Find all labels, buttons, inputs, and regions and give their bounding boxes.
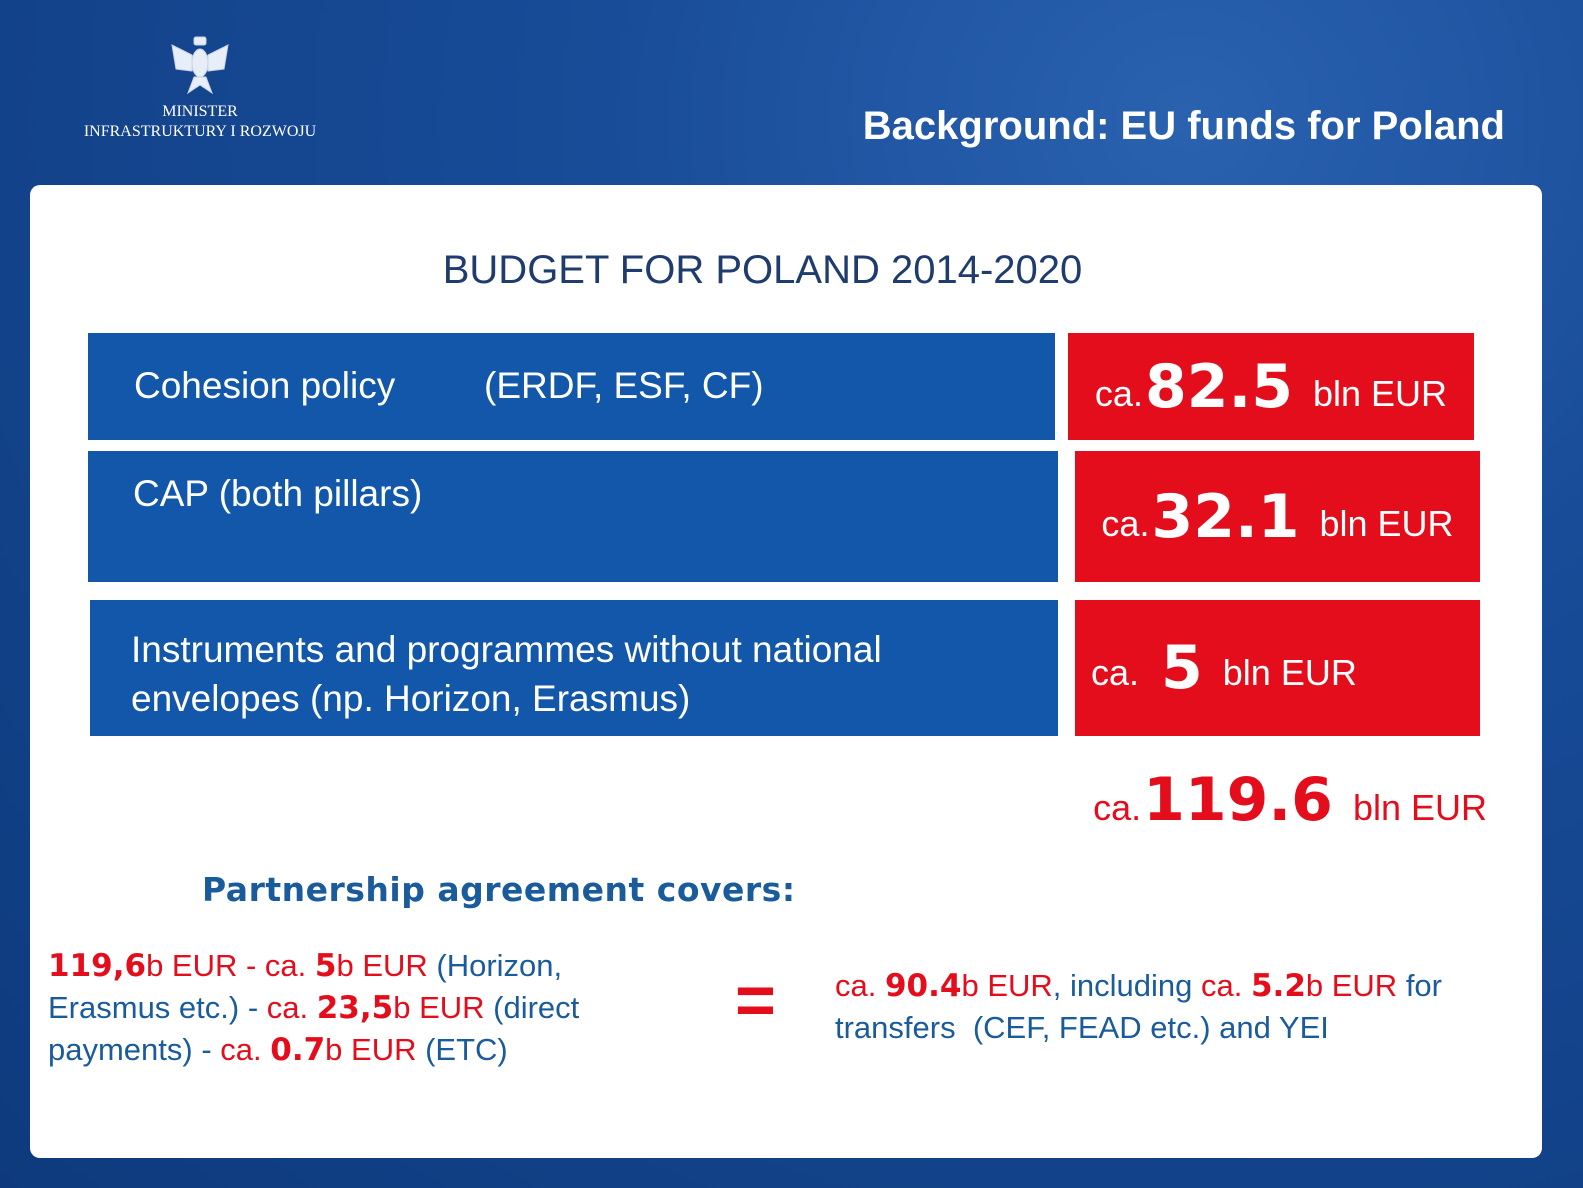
text-segment: ca. (1201, 968, 1251, 1003)
text-segment: ca. (220, 1032, 271, 1067)
row-label-box: Cohesion policy (ERDF, ESF, CF) (88, 333, 1055, 440)
amount-unit: bln EUR (1352, 787, 1487, 828)
amount: 5 (1161, 633, 1203, 703)
equals-sign: = (735, 961, 776, 1039)
row-detail: (ERDF, ESF, CF) (484, 365, 764, 406)
text-segment: (direct payments) - (48, 990, 588, 1067)
row-label: Instruments and programmes without natio… (131, 629, 882, 719)
result: ca. 90.4b EUR, including ca. 5.2b EUR fo… (835, 965, 1475, 1048)
row-label-box: CAP (both pillars) (88, 451, 1058, 582)
total: ca.119.6 bln EUR (1093, 765, 1487, 835)
text-segment: b EUR (1305, 968, 1398, 1003)
text-segment: 0.7 (270, 1032, 326, 1068)
text-segment: 5.2 (1250, 968, 1306, 1004)
slide-title: Background: EU funds for Poland (862, 104, 1505, 148)
row-label: Cohesion policy (134, 365, 396, 406)
row-amount-box: ca. 32.1 bln EUR (1075, 451, 1480, 582)
eagle-emblem (171, 36, 229, 95)
amount-prefix: ca. (1101, 502, 1150, 544)
amount: 119.6 (1143, 765, 1333, 835)
amount: 32.1 (1151, 481, 1300, 552)
row-label-box: Instruments and programmes without natio… (90, 600, 1058, 736)
text-segment: b EUR (393, 990, 485, 1025)
row-amount-box: ca. 82.5 bln EUR (1068, 333, 1474, 440)
row-amount-box: ca. 5 bln EUR (1075, 600, 1480, 736)
amount-unit: bln EUR (1222, 652, 1357, 693)
partnership-heading: Partnership agreement covers: (202, 870, 796, 909)
text-segment: 23,5 (316, 990, 394, 1026)
text-segment: 5 (314, 948, 337, 984)
amount-prefix: ca. (1093, 787, 1142, 828)
text-segment: b EUR (961, 968, 1053, 1003)
ministry-logo: MINISTER INFRASTRUKTURY I ROZWOJU (60, 35, 340, 142)
ministry-name: INFRASTRUKTURY I ROZWOJU (83, 123, 317, 140)
budget-title: BUDGET FOR POLAND 2014-2020 (442, 248, 1083, 292)
text-segment: b EUR (325, 1032, 417, 1067)
text-segment: 119,6 (48, 948, 147, 984)
text-segment: (ETC) (416, 1032, 508, 1067)
text-segment: b EUR (336, 948, 428, 983)
calculation: 119,6b EUR - ca. 5b EUR (Horizon, Erasmu… (48, 945, 648, 1071)
text-segment: 90.4 (884, 968, 962, 1004)
text-segment: , including (1052, 968, 1201, 1003)
amount-unit: bln EUR (1313, 372, 1448, 414)
text-segment: (Horizon, Erasmus etc.) - (48, 948, 571, 1025)
text-segment: for transfers (CEF, FEAD etc.) and YEI (835, 968, 1451, 1045)
amount-prefix: ca. (1094, 372, 1143, 414)
row-label: CAP (both pillars) (133, 473, 423, 514)
amount-prefix: ca. (1091, 652, 1140, 693)
text-segment: ca. (835, 968, 885, 1003)
text-segment: b EUR - ca. (146, 948, 315, 983)
amount-unit: bln EUR (1319, 502, 1454, 544)
ministry-name: MINISTER (162, 103, 238, 120)
text-segment: ca. (266, 990, 317, 1025)
amount: 82.5 (1144, 351, 1293, 422)
